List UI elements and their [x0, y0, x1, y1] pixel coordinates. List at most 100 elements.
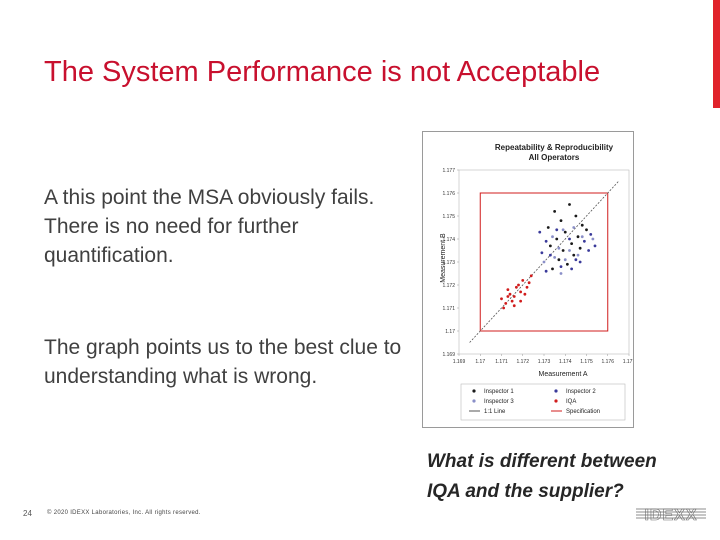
point-inspector-3 [551, 235, 554, 239]
point-iqa [521, 279, 525, 282]
y-tick-label: 1.177 [442, 168, 455, 174]
point-inspector-1 [576, 235, 580, 239]
point-inspector-3 [568, 249, 571, 252]
point-iqa [506, 295, 510, 298]
point-iqa [523, 292, 527, 296]
point-iqa [519, 299, 523, 303]
point-inspector-3 [576, 253, 580, 257]
point-inspector-2 [582, 239, 586, 243]
x-tick-label: 1.174 [559, 359, 572, 365]
point-inspector-3 [580, 235, 584, 239]
accent-bar [713, 0, 720, 108]
y-tick-label: 1.176 [442, 191, 455, 197]
x-tick-label: 1.169 [453, 359, 466, 365]
point-inspector-1 [548, 244, 552, 248]
question-line-1: What is different between [427, 451, 657, 472]
svg-text:IDEXX: IDEXX [644, 507, 697, 522]
paragraph-graph-clue: The graph points us to the best clue to … [44, 336, 402, 388]
point-inspector-3 [557, 246, 561, 250]
point-iqa [508, 292, 512, 296]
legend-marker [472, 399, 476, 403]
point-inspector-2 [593, 244, 597, 248]
scatter-chart: Repeatability & Reproducibility All Oper… [422, 131, 634, 428]
point-inspector-1 [580, 223, 584, 227]
point-inspector-2 [538, 230, 542, 234]
point-iqa [517, 283, 520, 287]
point-iqa [500, 297, 503, 301]
point-inspector-3 [559, 272, 563, 275]
point-inspector-1 [574, 214, 578, 218]
legend-label: IQA [566, 399, 576, 405]
point-iqa [502, 306, 506, 310]
point-inspector-1 [546, 226, 550, 229]
point-inspector-1 [570, 242, 574, 245]
point-inspector-2 [548, 253, 552, 257]
idexx-logo: IDEXX [636, 506, 706, 522]
x-tick-label: 1.173 [538, 359, 551, 365]
point-iqa [527, 281, 531, 285]
point-inspector-1 [555, 237, 559, 241]
point-inspector-1 [553, 210, 557, 213]
chart-title: Repeatability & Reproducibility [495, 143, 614, 152]
question-line-2: IQA and the supplier? [427, 481, 624, 502]
point-inspector-1 [559, 219, 563, 222]
legend-label: Inspector 2 [566, 389, 596, 395]
point-inspector-1 [572, 253, 576, 257]
legend-marker [554, 399, 558, 403]
point-inspector-2 [570, 267, 574, 271]
point-inspector-2 [574, 258, 578, 262]
point-inspector-2 [544, 239, 548, 243]
x-tick-label: 1.175 [580, 359, 593, 365]
point-inspector-2 [589, 233, 593, 236]
point-inspector-3 [542, 260, 546, 264]
point-iqa [525, 285, 529, 289]
legend-label: Inspector 3 [484, 399, 514, 405]
x-tick-label: 1.172 [516, 359, 529, 365]
point-inspector-3 [561, 228, 565, 232]
point-iqa [529, 274, 533, 278]
point-inspector-1 [561, 249, 565, 252]
point-inspector-3 [563, 258, 567, 262]
question-callout: What is different between IQA and the su… [427, 447, 657, 507]
point-inspector-1 [578, 246, 582, 250]
point-inspector-3 [572, 226, 576, 229]
legend-label: 1:1 Line [484, 409, 506, 415]
point-inspector-3 [553, 256, 557, 259]
point-iqa [504, 302, 508, 305]
specification-box [479, 192, 609, 332]
legend-marker [472, 389, 476, 393]
point-iqa [514, 285, 518, 289]
x-tick-label: 1.176 [601, 359, 614, 365]
point-inspector-2 [587, 249, 591, 252]
point-iqa [512, 295, 516, 298]
chart-subtitle: All Operators [529, 153, 580, 162]
legend-marker [554, 389, 558, 393]
legend-label: Specification [566, 409, 600, 415]
legend-label: Inspector 1 [484, 389, 514, 395]
y-tick-label: 1.174 [442, 237, 455, 243]
point-inspector-2 [544, 269, 548, 273]
point-inspector-2 [578, 260, 582, 264]
legend-box [460, 383, 626, 421]
slide-title: The System Performance is not Acceptable [44, 56, 601, 88]
point-iqa [510, 299, 514, 303]
point-inspector-1 [565, 262, 569, 266]
y-tick-label: 1.169 [442, 352, 455, 358]
y-tick-label: 1.173 [442, 260, 455, 266]
copyright-notice: © 2020 IDEXX Laboratories, Inc. All righ… [47, 510, 201, 516]
point-inspector-2 [568, 237, 571, 241]
point-inspector-2 [559, 265, 563, 268]
point-inspector-2 [540, 251, 544, 255]
point-inspector-1 [563, 230, 567, 234]
point-inspector-1 [568, 203, 571, 206]
point-inspector-2 [555, 228, 559, 232]
y-axis-label: Measurement B [440, 233, 447, 283]
x-tick-label: 1.177 [623, 359, 633, 365]
y-tick-label: 1.175 [442, 214, 455, 220]
y-tick-label: 1.172 [442, 283, 455, 289]
point-inspector-1 [551, 267, 554, 271]
point-inspector-1 [585, 228, 588, 232]
y-tick-label: 1.17 [445, 329, 455, 335]
paragraph-msa-fails: A this point the MSA obviously fails. Th… [44, 186, 375, 267]
x-tick-label: 1.171 [495, 359, 508, 365]
